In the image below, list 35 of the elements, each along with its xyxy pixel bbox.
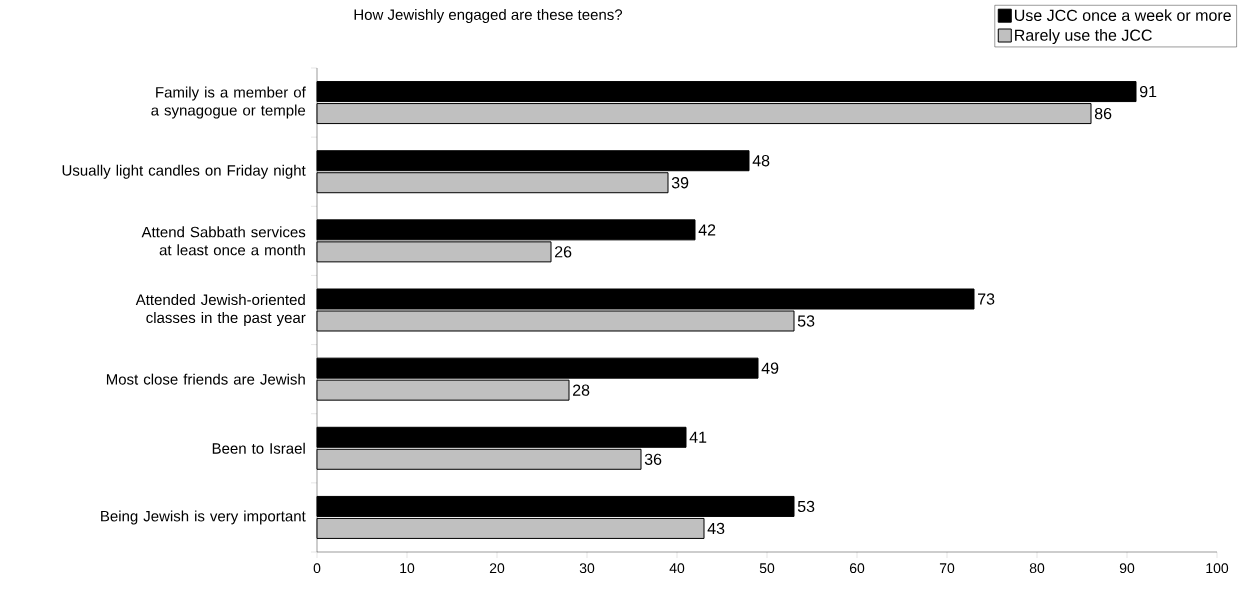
x-tick-label: 40	[669, 563, 685, 574]
data-label: 41	[689, 431, 707, 443]
data-label: 53	[797, 315, 815, 327]
x-tick-label: 10	[400, 563, 415, 574]
x-tick-label: 100	[1206, 563, 1229, 574]
legend-label: Rarely use the JCC	[1015, 29, 1152, 45]
chart-title: How Jewishly engaged are these teens?	[354, 8, 623, 23]
y-tick-label: Attend Sabbath services at least once a month	[141, 226, 306, 256]
x-tick-label: 90	[1119, 563, 1135, 574]
data-label: 53	[797, 500, 815, 513]
y-tick-label: Usually light candles on Friday night	[62, 164, 306, 179]
data-label: 26	[555, 246, 572, 258]
x-tick-label: 80	[1029, 563, 1045, 574]
data-label: 28	[573, 384, 590, 396]
x-tick-label: 30	[579, 563, 595, 574]
data-label: 42	[698, 224, 716, 236]
x-tick-label: 70	[939, 563, 955, 574]
y-tick-label: Family is a member of a synagogue or temple	[151, 86, 306, 119]
y-tick-label: Being Jewish is very important	[101, 510, 306, 525]
data-label: 73	[978, 293, 995, 305]
data-label: 43	[707, 522, 725, 535]
x-tick-label: 50	[759, 563, 775, 574]
x-tick-label: 20	[489, 563, 505, 574]
y-tick-label: Attended Jewish-oriented classes in the past year	[135, 294, 306, 326]
data-label: 36	[644, 453, 662, 465]
y-tick-label: Been to Israel	[212, 442, 305, 454]
legend-label: Use JCC once a week or more	[1015, 9, 1231, 22]
data-label: 39	[671, 177, 689, 189]
x-tick-label: 60	[849, 563, 865, 574]
data-label: 48	[752, 155, 770, 167]
y-tick-label: Most close friends are Jewish	[106, 373, 305, 385]
x-tick-label: 0	[313, 563, 321, 574]
data-label: 49	[761, 362, 779, 374]
data-label: 91	[1139, 85, 1157, 98]
data-label: 86	[1094, 107, 1112, 120]
